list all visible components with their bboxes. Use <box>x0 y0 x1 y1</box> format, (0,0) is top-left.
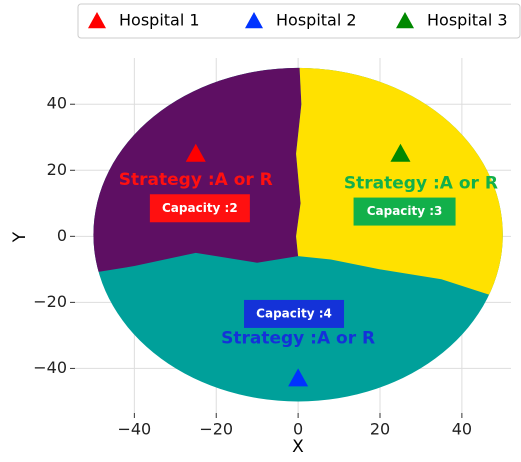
x-tick-label: −20 <box>199 420 233 439</box>
strategy-label: Strategy :A or R <box>344 173 498 193</box>
legend-marker <box>88 12 106 29</box>
legend-label: Hospital 1 <box>119 11 200 30</box>
x-tick-label: 0 <box>293 420 303 439</box>
y-axis-label: Y <box>10 231 30 243</box>
y-tick-label: 20 <box>47 160 67 179</box>
hospital-marker <box>288 368 309 387</box>
capacity-box <box>353 197 456 226</box>
legend-marker <box>245 12 263 29</box>
y-tick-label: −40 <box>33 358 67 377</box>
x-tick-label: 20 <box>370 420 390 439</box>
legend-label: Hospital 3 <box>427 11 508 30</box>
hospital-marker <box>185 143 206 162</box>
y-tick-label: −20 <box>33 292 67 311</box>
x-axis-label: X <box>292 437 304 457</box>
hospital-marker <box>390 143 411 162</box>
capacity-label: Capacity :3 <box>367 204 443 218</box>
capacity-box <box>149 194 250 223</box>
x-tick-label: −40 <box>117 420 151 439</box>
legend-marker <box>396 12 414 29</box>
legend-label: Hospital 2 <box>276 11 357 30</box>
x-tick-label: 40 <box>452 420 472 439</box>
y-tick-label: 40 <box>47 94 67 113</box>
capacity-label: Capacity :4 <box>256 306 332 320</box>
plot-area <box>75 58 511 413</box>
region <box>93 67 302 280</box>
legend-box <box>77 3 521 39</box>
y-tick-label: 0 <box>57 226 67 245</box>
strategy-label: Strategy :A or R <box>221 329 375 349</box>
capacity-box <box>244 299 345 328</box>
capacity-label: Capacity :2 <box>162 201 238 215</box>
strategy-label: Strategy :A or R <box>119 170 273 190</box>
regions <box>93 67 503 402</box>
